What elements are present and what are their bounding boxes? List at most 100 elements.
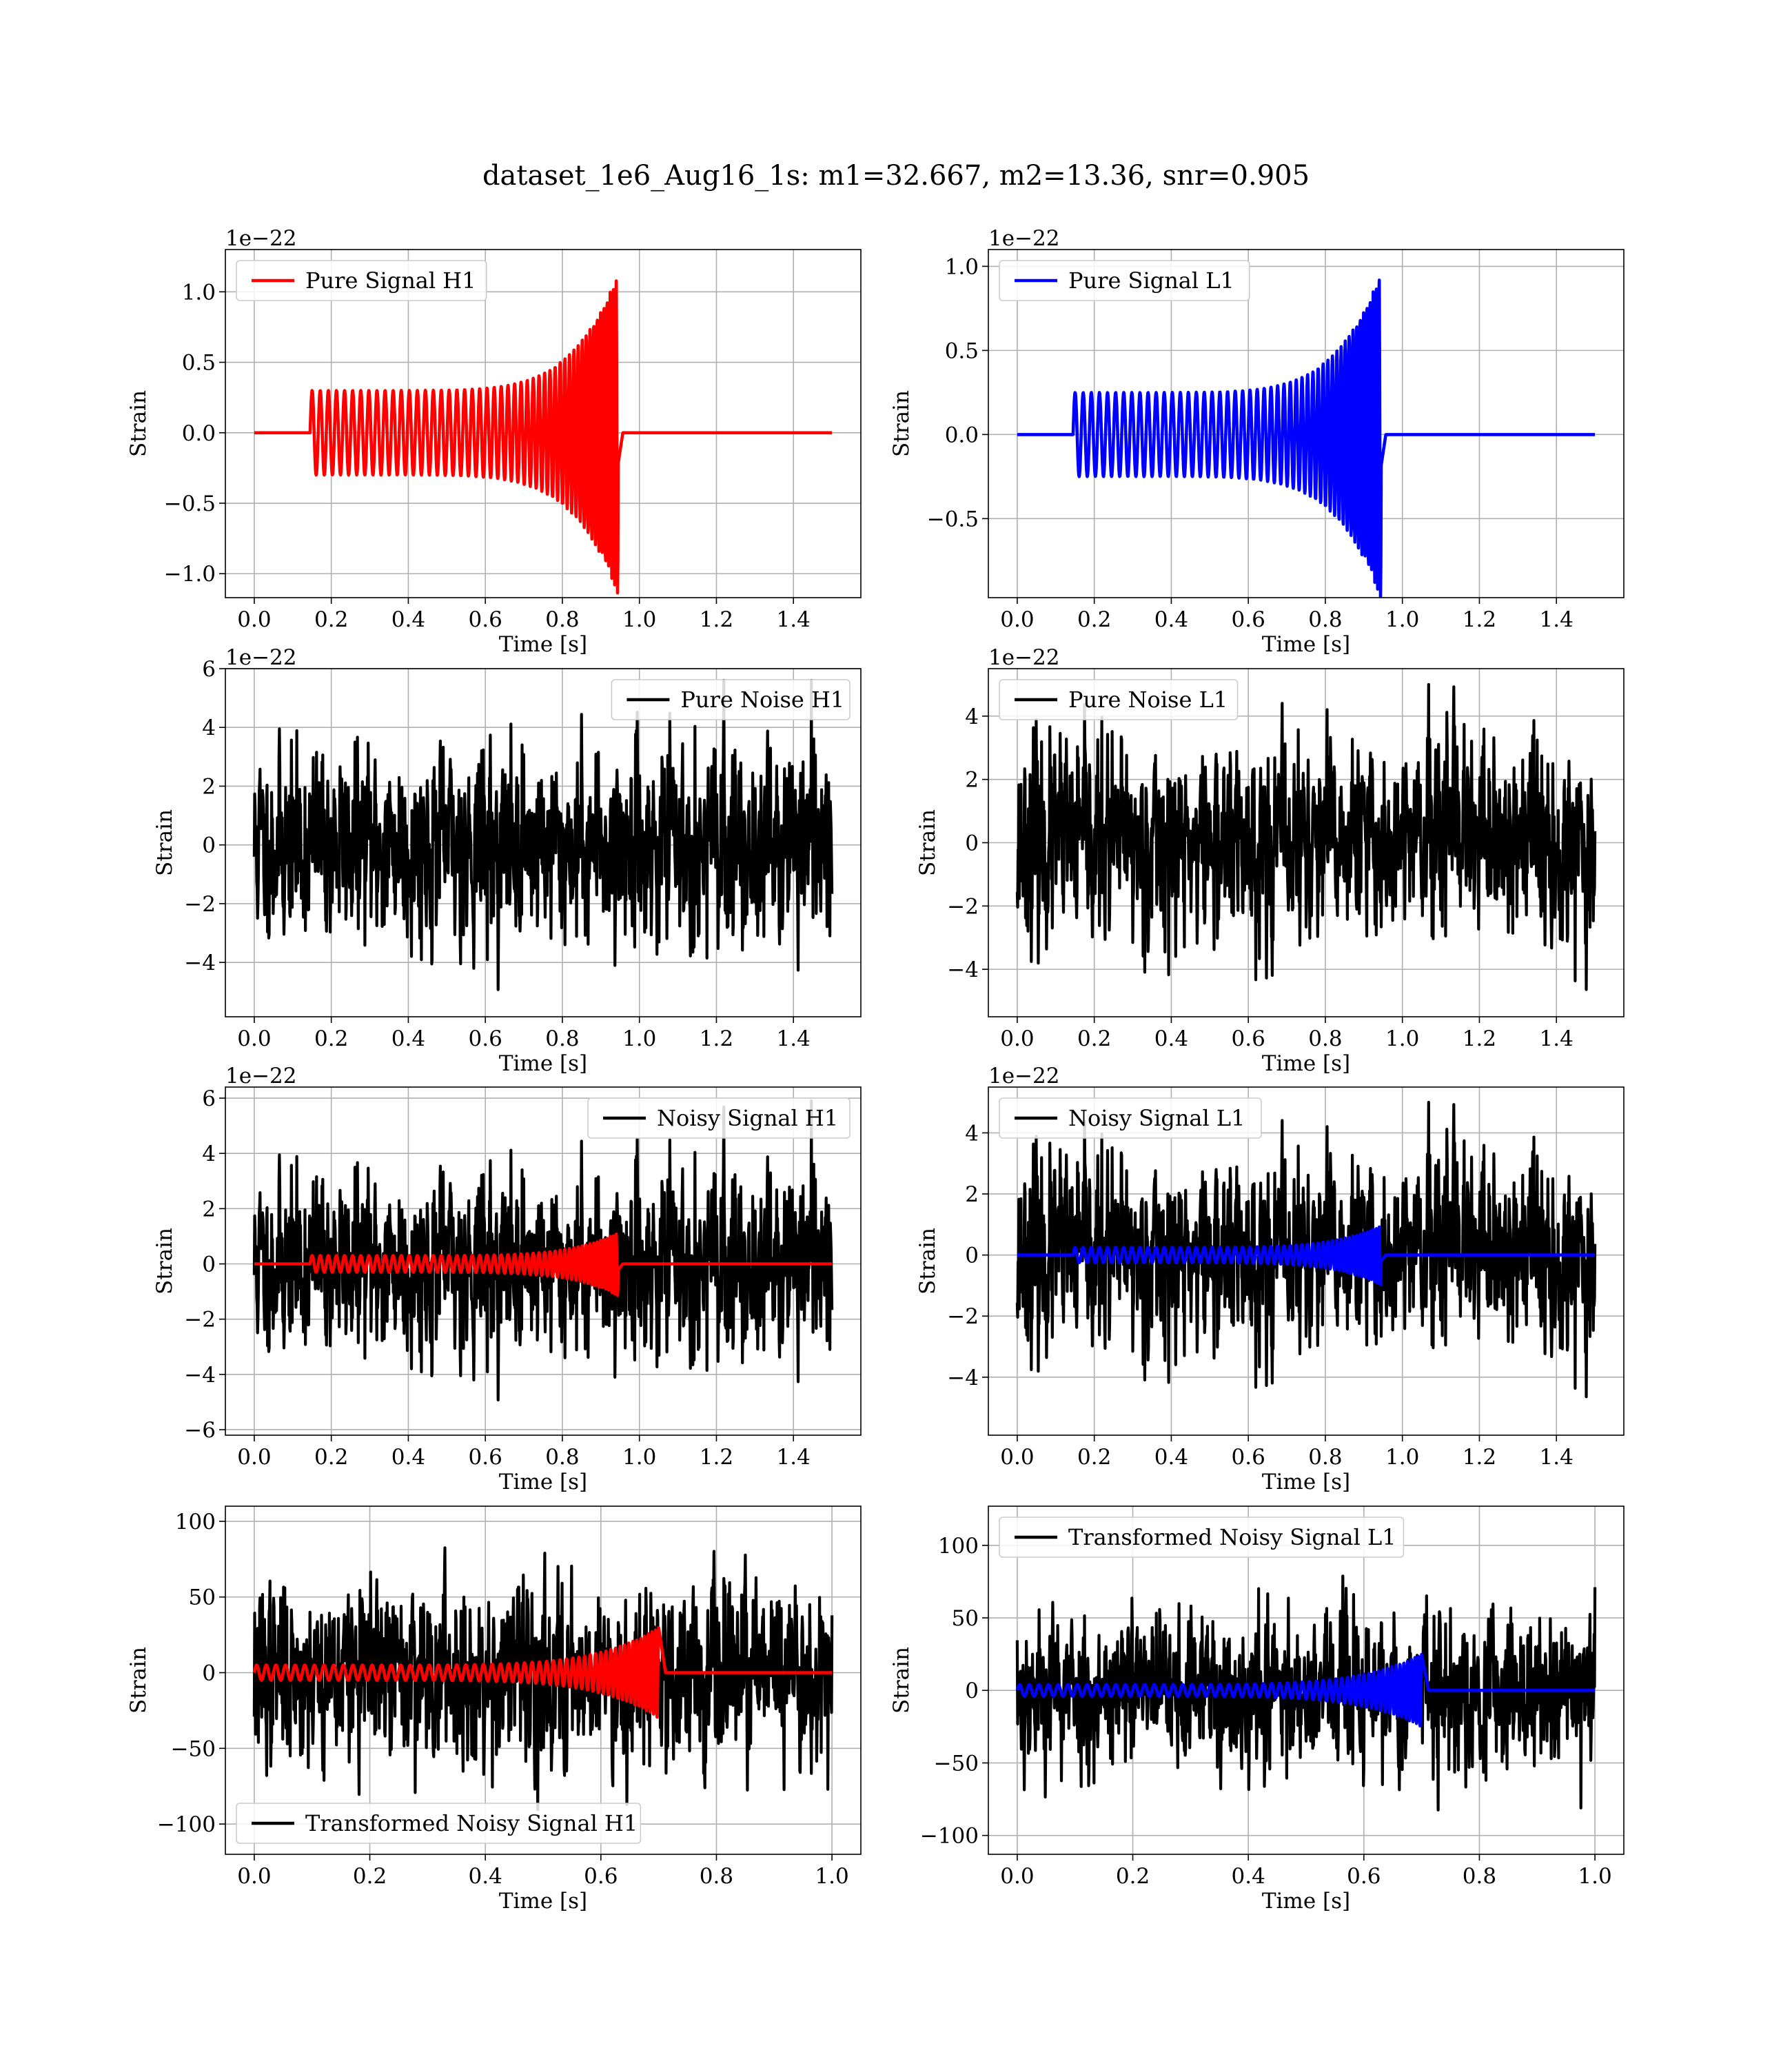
y-tick-label: −1.0 — [164, 562, 216, 587]
x-tick-label: 0.8 — [1308, 607, 1342, 632]
y-tick-label: −50 — [934, 1751, 979, 1776]
x-tick-label: 0.2 — [1116, 1864, 1150, 1889]
y-tick-label: −0.5 — [164, 491, 216, 516]
y-tick-label: −50 — [171, 1736, 216, 1761]
y-tick-label: 2 — [202, 1197, 216, 1221]
series-line-pure-signal-h1 — [253, 279, 833, 595]
x-axis-label: Time [s] — [1262, 632, 1350, 657]
y-tick-label: −100 — [920, 1824, 979, 1849]
series-line-pure-signal-l1 — [1016, 278, 1596, 598]
x-tick-label: 0.6 — [469, 607, 502, 632]
axes-frame — [225, 1086, 862, 1436]
y-tick-label: −4 — [184, 1363, 216, 1388]
y-offset-label: 1e−22 — [988, 645, 1060, 670]
x-tick-label: 1.2 — [1463, 607, 1496, 632]
x-tick-label: 0.6 — [584, 1864, 618, 1889]
x-tick-label: 1.2 — [700, 1026, 733, 1051]
x-tick-label: 0.8 — [545, 1445, 579, 1470]
legend-box — [999, 679, 1239, 720]
x-tick-label: 1.2 — [700, 607, 733, 632]
x-tick-label: 0.0 — [1000, 607, 1034, 632]
x-tick-label: 0.6 — [1347, 1864, 1381, 1889]
y-tick-label: −0.5 — [927, 507, 979, 531]
y-axis-label: Strain — [889, 390, 914, 457]
legend: Pure Signal L1 — [999, 260, 1250, 301]
x-tick-label: 0.8 — [1463, 1864, 1496, 1889]
x-tick-label: 0.2 — [1077, 1445, 1111, 1470]
y-tick-label: −2 — [947, 894, 979, 919]
x-tick-label: 0.4 — [469, 1864, 502, 1889]
legend-box — [999, 1517, 1405, 1558]
y-axis-label: Strain — [915, 1228, 940, 1295]
x-tick-label: 0.0 — [237, 1445, 271, 1470]
legend-label: Pure Signal H1 — [305, 267, 476, 294]
x-tick-label: 1.0 — [1578, 1864, 1611, 1889]
y-axis-label: Strain — [889, 1647, 914, 1714]
x-tick-label: 0.4 — [1154, 607, 1188, 632]
y-tick-label: 0 — [965, 1244, 979, 1268]
subplot-pure-signal-l1: 0.0 0.2 0.4 0.6 0.8 1.0 1.2 1.4 1.0 0.5 0.0 −0.5 Tim… — [889, 226, 1625, 657]
legend: Pure Noise L1 — [999, 679, 1239, 720]
y-offset-label: 1e−22 — [225, 1064, 297, 1088]
y-tick-label: 0.5 — [182, 351, 216, 376]
x-tick-label: 1.0 — [1385, 1445, 1419, 1470]
y-tick-label: 1.0 — [182, 280, 216, 305]
x-tick-label: 0.6 — [1232, 607, 1265, 632]
x-tick-label: 0.6 — [469, 1445, 502, 1470]
axes-frame — [988, 1506, 1625, 1855]
y-tick-label: 50 — [189, 1585, 216, 1610]
legend: Noisy Signal H1 — [587, 1097, 851, 1139]
x-tick-label: 0.8 — [545, 607, 579, 632]
legend-box — [236, 1803, 642, 1844]
series-line-pure-noise-h1 — [252, 678, 834, 991]
y-tick-label: 0.0 — [945, 423, 979, 447]
subplot-noisy-signal-h1: 0.0 0.2 0.4 0.6 0.8 1.0 1.2 1.4 6 4 2 0 −2 −4 −6 Time [… — [152, 1064, 862, 1494]
y-tick-label: 4 — [965, 704, 979, 729]
y-tick-label: −100 — [157, 1812, 216, 1837]
subplot-pure-noise-h1: 0.0 0.2 0.4 0.6 0.8 1.0 1.2 1.4 6 4 2 0 −2 −4 Time [s]… — [152, 645, 862, 1076]
y-axis-label: Strain — [126, 390, 151, 457]
x-tick-label: 1.0 — [622, 607, 656, 632]
x-axis-label: Time [s] — [499, 1051, 587, 1076]
y-tick-label: 100 — [938, 1534, 979, 1559]
y-offset-label: 1e−22 — [988, 1064, 1060, 1088]
x-tick-label: 0.6 — [1232, 1026, 1265, 1051]
y-tick-label: −4 — [947, 957, 979, 982]
x-axis-label: Time [s] — [1262, 1889, 1350, 1914]
subplot-grid: 0.0 0.2 0.4 0.6 0.8 1.0 1.2 1.4 1.0 0.5 0.0 −0.5 −1.… — [126, 226, 1625, 1914]
x-tick-label: 1.4 — [1540, 607, 1574, 632]
legend: Noisy Signal L1 — [999, 1097, 1262, 1139]
legend-box — [611, 679, 851, 720]
x-tick-label: 1.2 — [1463, 1026, 1496, 1051]
x-tick-label: 0.6 — [469, 1026, 502, 1051]
subplot-pure-signal-h1: 0.0 0.2 0.4 0.6 0.8 1.0 1.2 1.4 1.0 0.5 0.0 −0.5 −1.… — [126, 226, 862, 657]
y-tick-label: 4 — [202, 1142, 216, 1166]
x-tick-label: 1.0 — [622, 1445, 656, 1470]
x-tick-label: 0.2 — [314, 607, 348, 632]
x-axis-label: Time [s] — [499, 632, 587, 657]
legend-label: Pure Noise L1 — [1068, 687, 1228, 713]
legend: Transformed Noisy Signal H1 — [236, 1803, 642, 1844]
series-line-noisy-signal-h1-overlay-1 — [253, 1233, 833, 1297]
y-tick-label: 0 — [965, 831, 979, 856]
y-tick-label: 0 — [202, 1253, 216, 1277]
y-tick-label: −2 — [947, 1304, 979, 1329]
x-tick-label: 0.0 — [237, 1026, 271, 1051]
x-tick-label: 0.4 — [391, 1026, 425, 1051]
y-offset-label: 1e−22 — [225, 226, 297, 251]
x-tick-label: 0.8 — [545, 1026, 579, 1051]
axes-frame — [225, 249, 862, 598]
legend-label: Noisy Signal L1 — [1068, 1105, 1245, 1131]
x-tick-label: 0.2 — [1077, 1026, 1111, 1051]
y-tick-label: 1.0 — [945, 254, 979, 279]
x-tick-label: 0.0 — [1000, 1026, 1034, 1051]
y-tick-label: 6 — [202, 657, 216, 682]
series-line-transformed-noisy-signal-h1-overlay-1 — [252, 1625, 833, 1719]
legend-label: Noisy Signal H1 — [657, 1105, 838, 1131]
x-tick-label: 0.8 — [1308, 1445, 1342, 1470]
x-tick-label: 1.2 — [700, 1445, 733, 1470]
x-axis-label: Time [s] — [1262, 1051, 1350, 1076]
y-tick-label: 0.0 — [182, 421, 216, 446]
x-tick-label: 0.0 — [1000, 1445, 1034, 1470]
